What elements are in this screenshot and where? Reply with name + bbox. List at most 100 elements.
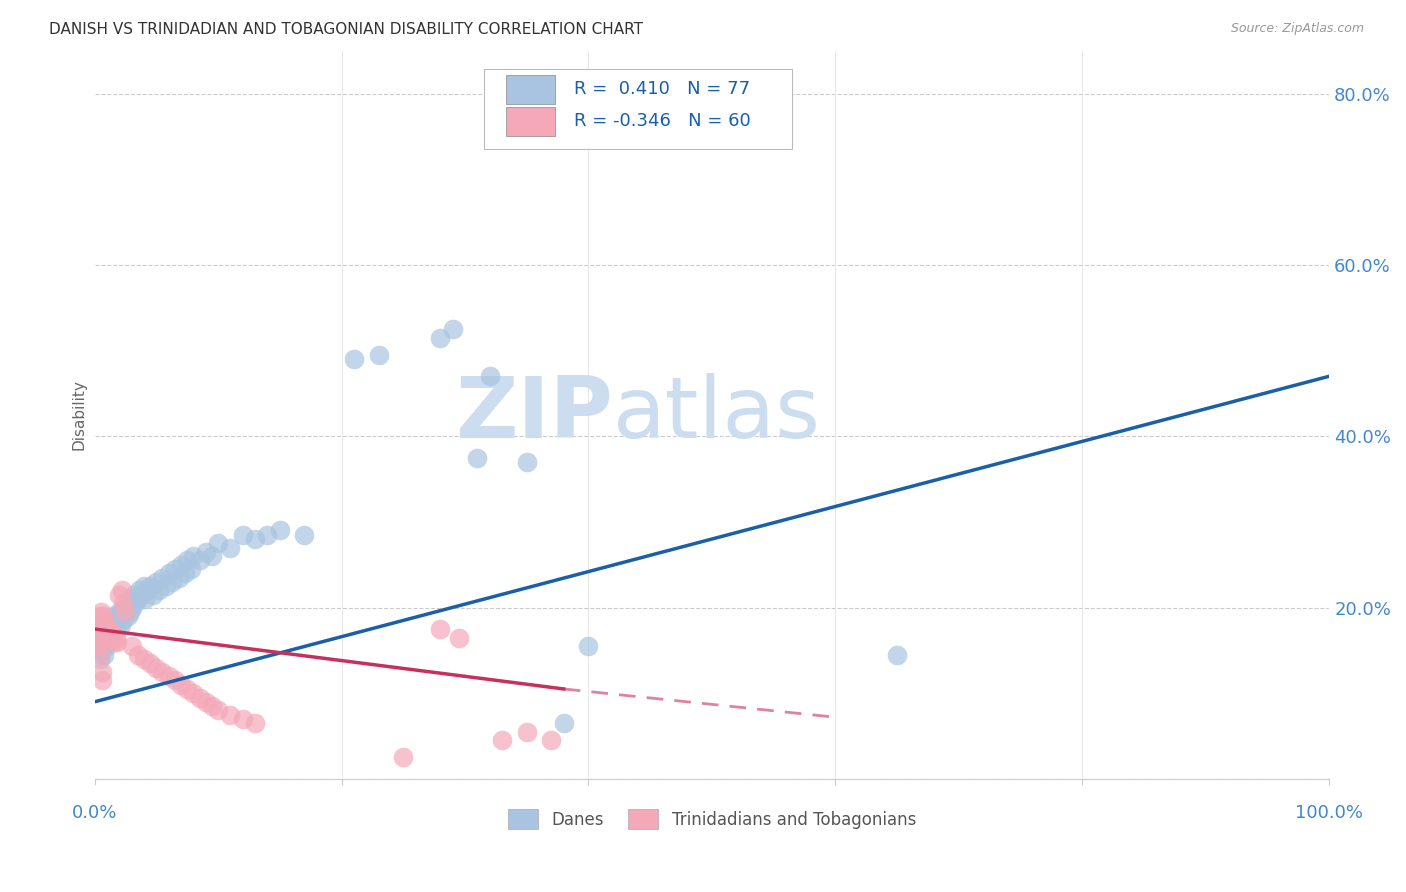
Point <box>98 635 121 649</box>
Point <box>93 631 115 645</box>
Point <box>176 553 198 567</box>
Point <box>176 681 198 696</box>
Point <box>115 596 138 610</box>
Point <box>111 614 134 628</box>
Point <box>101 631 124 645</box>
Point <box>121 639 143 653</box>
Point <box>91 639 114 653</box>
Point <box>100 622 122 636</box>
Point <box>94 617 117 632</box>
Point <box>98 617 121 632</box>
Point <box>232 712 254 726</box>
Point <box>100 631 122 645</box>
Point <box>163 673 186 688</box>
Point <box>122 588 145 602</box>
Point <box>183 549 205 564</box>
Bar <box>506 107 555 136</box>
Point <box>540 733 562 747</box>
Y-axis label: Disability: Disability <box>72 379 86 450</box>
Point <box>201 699 224 714</box>
Point <box>90 626 112 640</box>
Point <box>256 527 278 541</box>
Point <box>91 643 114 657</box>
Point <box>157 566 180 581</box>
Point <box>104 631 127 645</box>
Point <box>139 657 162 671</box>
Point <box>173 566 195 581</box>
Point <box>114 605 136 619</box>
Point <box>127 648 149 662</box>
Point <box>134 592 156 607</box>
Point <box>94 626 117 640</box>
Point <box>132 579 155 593</box>
Point <box>478 369 501 384</box>
Point <box>91 614 114 628</box>
Point <box>183 686 205 700</box>
Point <box>105 609 128 624</box>
Point <box>87 639 110 653</box>
Point <box>162 574 184 589</box>
Point <box>152 571 174 585</box>
Legend: Danes, Trinidadians and Tobagonians: Danes, Trinidadians and Tobagonians <box>501 803 922 836</box>
Point <box>104 622 127 636</box>
Point <box>90 605 112 619</box>
Point <box>120 605 142 619</box>
Point <box>232 527 254 541</box>
Point <box>96 622 118 636</box>
Point <box>553 716 575 731</box>
Point <box>167 571 190 585</box>
Point <box>90 635 112 649</box>
Point <box>429 331 451 345</box>
Point <box>112 600 135 615</box>
Point <box>447 631 470 645</box>
Text: DANISH VS TRINIDADIAN AND TOBAGONIAN DISABILITY CORRELATION CHART: DANISH VS TRINIDADIAN AND TOBAGONIAN DIS… <box>49 22 643 37</box>
Point <box>148 583 170 598</box>
Point <box>243 716 266 731</box>
Point <box>105 635 128 649</box>
Point <box>93 648 115 662</box>
Text: 0.0%: 0.0% <box>72 804 117 822</box>
Point <box>131 588 153 602</box>
Point <box>89 652 111 666</box>
Point <box>118 592 141 607</box>
Point <box>188 690 211 705</box>
Point <box>201 549 224 564</box>
Point <box>269 524 291 538</box>
Point <box>91 631 114 645</box>
Text: atlas: atlas <box>613 373 821 457</box>
Point <box>91 617 114 632</box>
Point <box>121 600 143 615</box>
Point <box>91 622 114 636</box>
Point <box>103 635 125 649</box>
Point <box>491 733 513 747</box>
Point <box>219 541 242 555</box>
Point <box>886 648 908 662</box>
Point <box>91 609 114 624</box>
Text: R = -0.346   N = 60: R = -0.346 N = 60 <box>574 112 751 130</box>
Point <box>93 622 115 636</box>
Point <box>188 553 211 567</box>
Point <box>127 592 149 607</box>
Point <box>516 455 538 469</box>
Point <box>170 678 193 692</box>
Point <box>90 617 112 632</box>
Point <box>89 648 111 662</box>
Point <box>108 605 131 619</box>
Point <box>111 596 134 610</box>
Point <box>136 583 159 598</box>
Point <box>578 639 600 653</box>
Point <box>243 532 266 546</box>
Bar <box>506 75 555 103</box>
Point <box>87 614 110 628</box>
Point <box>139 579 162 593</box>
Point <box>155 579 177 593</box>
Point <box>180 562 202 576</box>
Point <box>124 596 146 610</box>
Point <box>89 609 111 624</box>
Point <box>111 583 134 598</box>
Point <box>219 707 242 722</box>
Point <box>91 673 114 688</box>
Point <box>96 622 118 636</box>
Point <box>94 635 117 649</box>
Point <box>516 724 538 739</box>
